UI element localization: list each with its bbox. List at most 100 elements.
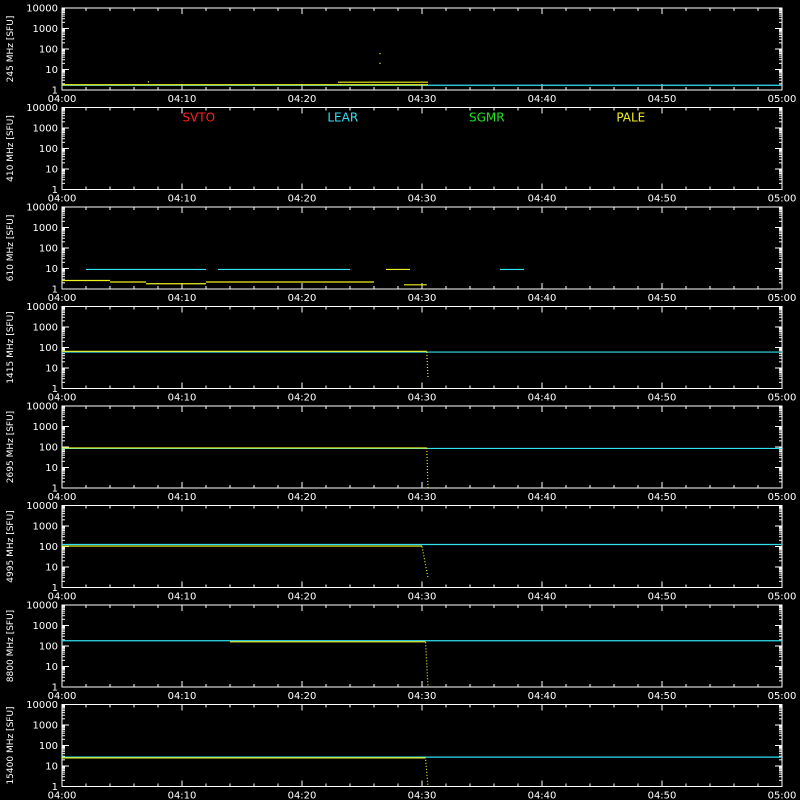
y-tick-label: 10000	[26, 4, 58, 15]
x-tick-label: 04:20	[288, 194, 317, 205]
x-tick-label: 04:20	[288, 691, 317, 702]
y-tick-label: 1	[52, 683, 58, 694]
y-tick-label: 1000	[33, 124, 58, 135]
x-tick-label: 04:10	[168, 492, 197, 503]
y-axis-label: 15400 MHz [SFU]	[6, 706, 16, 784]
y-tick-label: 10000	[26, 402, 58, 413]
y-axis-label: 2695 MHz [SFU]	[6, 411, 16, 483]
x-tick-label: 04:10	[168, 94, 197, 105]
x-tick-label: 04:30	[408, 94, 437, 105]
x-tick-label: 04:20	[288, 791, 317, 800]
x-tick-label: 04:50	[648, 791, 677, 800]
x-tick-label: 04:00	[48, 393, 77, 404]
y-tick-label: 10	[45, 165, 58, 176]
x-tick-label: 04:40	[528, 492, 557, 503]
x-tick-label: 04:50	[648, 194, 677, 205]
y-tick-label: 1	[52, 484, 58, 495]
x-tick-label: 04:10	[168, 393, 197, 404]
x-tick-label: 04:20	[288, 592, 317, 603]
y-tick-label: 1000	[33, 24, 58, 35]
x-tick-label: 04:30	[408, 592, 437, 603]
series-line	[426, 447, 429, 489]
series-pale	[62, 447, 429, 489]
x-tick-label: 04:00	[48, 691, 77, 702]
y-tick-label: 1000	[33, 422, 58, 433]
y-tick-label: 1000	[33, 522, 58, 533]
y-tick-label: 1	[52, 285, 58, 296]
x-tick-label: 05:00	[768, 393, 797, 404]
y-tick-label: 10	[45, 762, 58, 773]
y-axis-label: 1415 MHz [SFU]	[6, 311, 16, 383]
y-tick-label: 1000	[33, 621, 58, 632]
y-tick-label: 10000	[26, 501, 58, 512]
series-pale	[62, 545, 429, 578]
y-tick-label: 10	[45, 65, 58, 76]
legend-entry-pale: PALE	[616, 111, 645, 125]
panel-6: 8800 MHz [SFU] 1 10 100 1000 10000 04:00 04:10 0…	[6, 601, 796, 703]
x-tick-label: 05:00	[768, 492, 797, 503]
x-tick-label: 04:30	[408, 194, 437, 205]
x-tick-label: 05:00	[768, 194, 797, 205]
x-tick-label: 04:40	[528, 691, 557, 702]
x-tick-label: 05:00	[768, 94, 797, 105]
data-point	[147, 81, 149, 83]
x-tick-label: 04:40	[528, 293, 557, 304]
x-tick-label: 04:40	[528, 791, 557, 800]
y-tick-label: 10000	[26, 103, 58, 114]
x-tick-label: 04:30	[408, 492, 437, 503]
x-tick-label: 04:50	[648, 293, 677, 304]
y-tick-label: 100	[39, 343, 58, 354]
x-tick-label: 05:00	[768, 293, 797, 304]
x-tick-label: 04:00	[48, 194, 77, 205]
x-tick-label: 04:40	[528, 194, 557, 205]
y-tick-label: 1	[52, 583, 58, 594]
x-tick-label: 05:00	[768, 791, 797, 800]
y-tick-label: 1	[52, 86, 58, 97]
y-tick-label: 100	[39, 144, 58, 155]
x-tick-label: 04:30	[408, 293, 437, 304]
x-tick-label: 04:20	[288, 293, 317, 304]
panel-3: 1415 MHz [SFU] 1 10 100 1000 10000 04:00 04:10 0…	[6, 302, 796, 404]
series-pale	[62, 350, 429, 379]
x-tick-label: 04:50	[648, 393, 677, 404]
y-tick-label: 10000	[26, 601, 58, 612]
y-axis-label: 8800 MHz [SFU]	[6, 610, 16, 682]
data-point	[379, 62, 381, 64]
x-tick-label: 04:10	[168, 194, 197, 205]
y-axis-label: 410 MHz [SFU]	[6, 115, 16, 182]
y-tick-label: 100	[39, 542, 58, 553]
series-pale	[230, 641, 429, 688]
y-tick-label: 1000	[33, 223, 58, 234]
legend-entry-sgmr: SGMR	[469, 111, 505, 125]
x-tick-label: 04:00	[48, 293, 77, 304]
y-tick-label: 10000	[26, 700, 58, 711]
y-tick-label: 10	[45, 364, 58, 375]
y-tick-label: 10	[45, 563, 58, 574]
x-tick-label: 04:10	[168, 293, 197, 304]
y-tick-label: 1	[52, 384, 58, 395]
y-tick-label: 100	[39, 443, 58, 454]
y-axis-label: 4995 MHz [SFU]	[6, 510, 16, 582]
x-tick-label: 04:50	[648, 94, 677, 105]
y-tick-label: 10	[45, 264, 58, 275]
x-tick-label: 04:00	[48, 791, 77, 800]
panel-0: 245 MHz [SFU] 1 10 100 1000 10000 04:00 04:10 04…	[6, 4, 796, 106]
x-tick-label: 04:00	[48, 492, 77, 503]
y-tick-label: 1	[52, 185, 58, 196]
x-tick-label: 04:20	[288, 393, 317, 404]
y-axis-label: 610 MHz [SFU]	[6, 215, 16, 282]
x-tick-label: 04:50	[648, 691, 677, 702]
series-pale	[62, 52, 428, 86]
x-tick-label: 05:00	[768, 691, 797, 702]
y-tick-label: 1000	[33, 323, 58, 334]
y-tick-label: 10	[45, 662, 58, 673]
x-tick-label: 04:40	[528, 393, 557, 404]
data-point	[379, 52, 381, 55]
y-tick-label: 10000	[26, 203, 58, 214]
x-tick-label: 04:00	[48, 94, 77, 105]
y-tick-label: 100	[39, 741, 58, 752]
y-tick-label: 100	[39, 642, 58, 653]
series-pale	[62, 757, 429, 787]
x-tick-label: 04:40	[528, 94, 557, 105]
